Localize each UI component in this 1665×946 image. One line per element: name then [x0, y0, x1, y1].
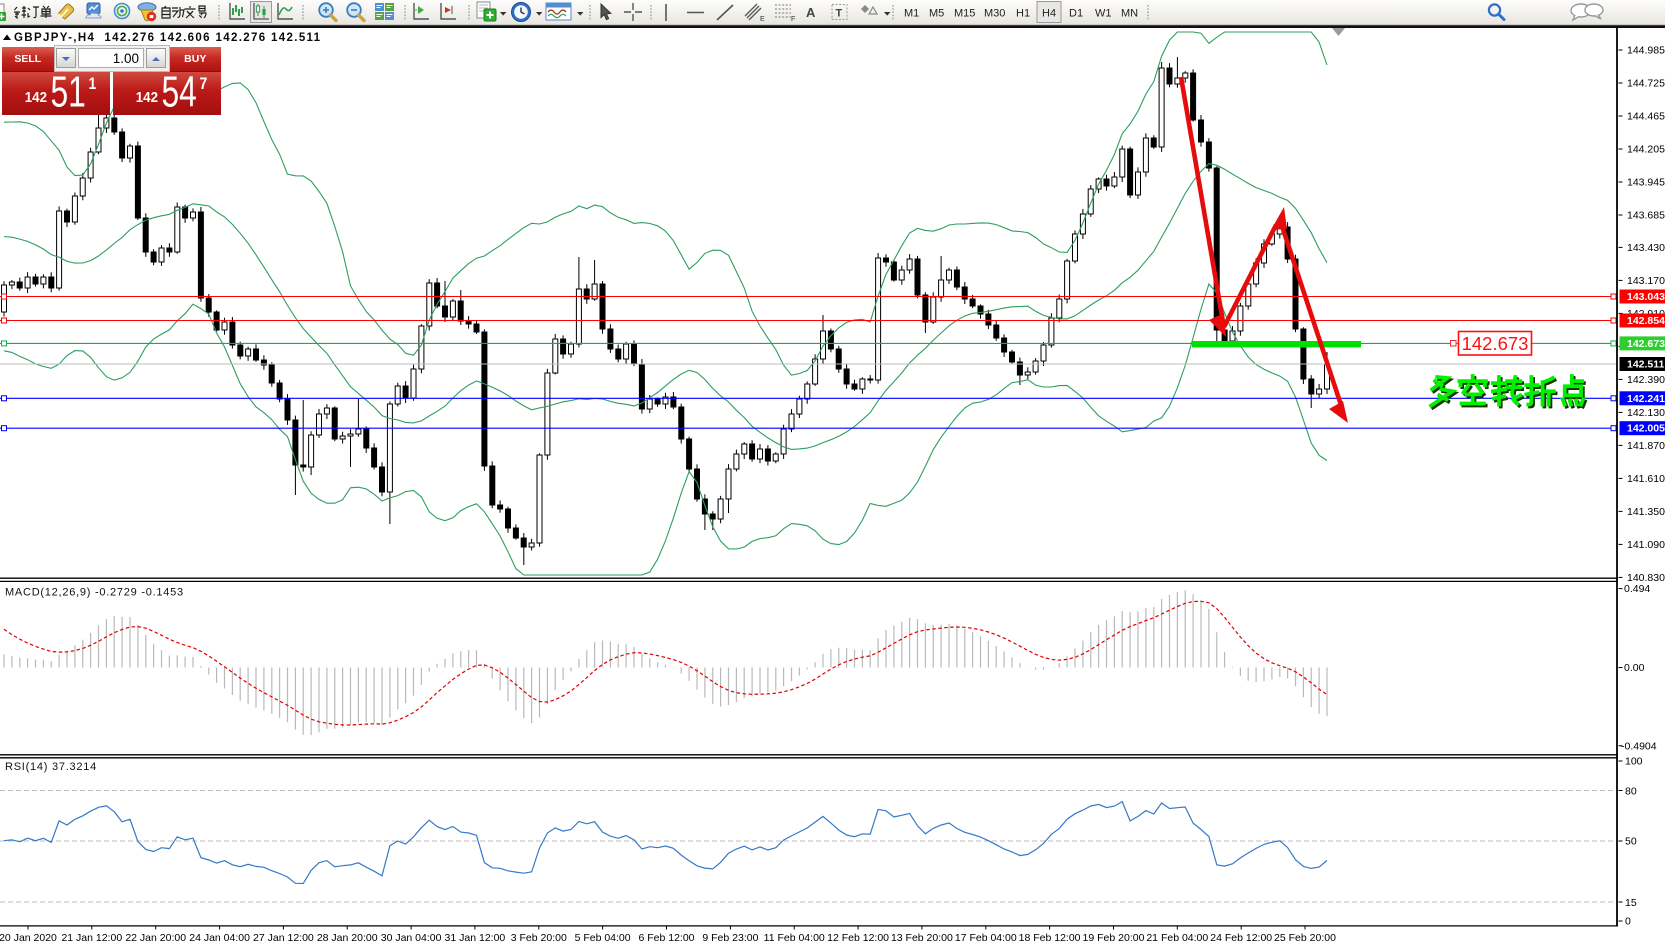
svg-text:A: A — [806, 5, 816, 20]
svg-text:13 Feb 20:00: 13 Feb 20:00 — [891, 932, 953, 944]
svg-text:51: 51 — [51, 68, 86, 115]
svg-text:140.830: 140.830 — [1627, 572, 1665, 584]
svg-text:7: 7 — [200, 74, 208, 92]
svg-text:17 Feb 04:00: 17 Feb 04:00 — [955, 932, 1017, 944]
svg-text:20 Jan 2020: 20 Jan 2020 — [0, 932, 57, 944]
svg-text:144.465: 144.465 — [1627, 111, 1665, 123]
svg-text:142.511: 142.511 — [1627, 359, 1665, 371]
svg-text:0: 0 — [1625, 916, 1631, 928]
svg-text:0.494: 0.494 — [1624, 583, 1650, 595]
svg-text:25 Feb 20:00: 25 Feb 20:00 — [1274, 932, 1336, 944]
svg-text:22 Jan 20:00: 22 Jan 20:00 — [125, 932, 186, 944]
svg-text:24 Feb 12:00: 24 Feb 12:00 — [1210, 932, 1272, 944]
svg-text:19 Feb 20:00: 19 Feb 20:00 — [1083, 932, 1145, 944]
svg-text:RSI(14) 37.3214: RSI(14) 37.3214 — [5, 761, 97, 773]
svg-text:50: 50 — [1625, 836, 1637, 848]
svg-text:H1: H1 — [1016, 8, 1030, 20]
svg-text:M30: M30 — [984, 8, 1005, 20]
svg-text:142.241: 142.241 — [1627, 393, 1665, 405]
svg-text:6 Feb 12:00: 6 Feb 12:00 — [638, 932, 694, 944]
svg-text:MACD(12,26,9) -0.2729 -0.1453: MACD(12,26,9) -0.2729 -0.1453 — [5, 587, 184, 599]
svg-text:28 Jan 20:00: 28 Jan 20:00 — [317, 932, 378, 944]
svg-text:5 Feb 04:00: 5 Feb 04:00 — [575, 932, 631, 944]
svg-text:144.205: 144.205 — [1627, 144, 1665, 156]
svg-text:27 Jan 12:00: 27 Jan 12:00 — [253, 932, 314, 944]
svg-text:143.170: 143.170 — [1627, 275, 1665, 287]
svg-text:80: 80 — [1625, 786, 1637, 798]
svg-text:M5: M5 — [929, 8, 944, 20]
svg-text:142: 142 — [25, 88, 47, 105]
svg-text:144.985: 144.985 — [1627, 45, 1665, 57]
svg-text:21 Jan 12:00: 21 Jan 12:00 — [61, 932, 122, 944]
svg-text:142.130: 142.130 — [1627, 407, 1665, 419]
svg-text:54: 54 — [162, 68, 197, 115]
svg-text:142.390: 142.390 — [1627, 374, 1665, 386]
svg-text:142: 142 — [136, 88, 158, 105]
svg-text:3 Feb 20:00: 3 Feb 20:00 — [511, 932, 567, 944]
svg-text:18 Feb 12:00: 18 Feb 12:00 — [1019, 932, 1081, 944]
svg-text:D1: D1 — [1069, 8, 1083, 20]
svg-text:100: 100 — [1625, 756, 1643, 768]
svg-text:31 Jan 12:00: 31 Jan 12:00 — [445, 932, 506, 944]
svg-text:141.350: 141.350 — [1627, 506, 1665, 518]
svg-text:T: T — [836, 8, 843, 20]
svg-text:15: 15 — [1625, 897, 1637, 909]
svg-text:142.005: 142.005 — [1627, 423, 1665, 435]
svg-text:143.430: 143.430 — [1627, 242, 1665, 254]
svg-text:11 Feb 04:00: 11 Feb 04:00 — [764, 932, 825, 944]
svg-text:MN: MN — [1121, 8, 1138, 20]
svg-text:144.725: 144.725 — [1627, 78, 1665, 90]
svg-text:143.043: 143.043 — [1627, 291, 1665, 303]
svg-text:E: E — [760, 16, 765, 23]
svg-text:12 Feb 12:00: 12 Feb 12:00 — [827, 932, 889, 944]
svg-text:142.673: 142.673 — [1462, 333, 1529, 354]
svg-text:GBPJPY-,H4 142.276 142.606 14: GBPJPY-,H4 142.276 142.606 142.276 142.5… — [14, 32, 321, 44]
svg-text:21 Feb 04:00: 21 Feb 04:00 — [1146, 932, 1208, 944]
svg-text:-0.4904: -0.4904 — [1621, 741, 1657, 753]
svg-text:142.673: 142.673 — [1627, 338, 1665, 350]
svg-text:142.854: 142.854 — [1627, 315, 1665, 327]
svg-text:1: 1 — [89, 74, 97, 92]
svg-text:141.610: 141.610 — [1627, 473, 1665, 485]
svg-text:141.870: 141.870 — [1627, 440, 1665, 452]
svg-text:143.685: 143.685 — [1627, 210, 1665, 222]
svg-text:30 Jan 04:00: 30 Jan 04:00 — [381, 932, 442, 944]
svg-text:24 Jan 04:00: 24 Jan 04:00 — [189, 932, 250, 944]
svg-text:143.945: 143.945 — [1627, 177, 1665, 189]
svg-text:M15: M15 — [954, 8, 975, 20]
svg-text:141.090: 141.090 — [1627, 539, 1665, 551]
svg-text:0.00: 0.00 — [1624, 662, 1645, 674]
svg-text:F: F — [791, 16, 795, 23]
svg-text:9 Feb 23:00: 9 Feb 23:00 — [702, 932, 758, 944]
svg-text:W1: W1 — [1095, 8, 1112, 20]
svg-text:H4: H4 — [1042, 8, 1056, 20]
svg-text:M1: M1 — [904, 8, 919, 20]
